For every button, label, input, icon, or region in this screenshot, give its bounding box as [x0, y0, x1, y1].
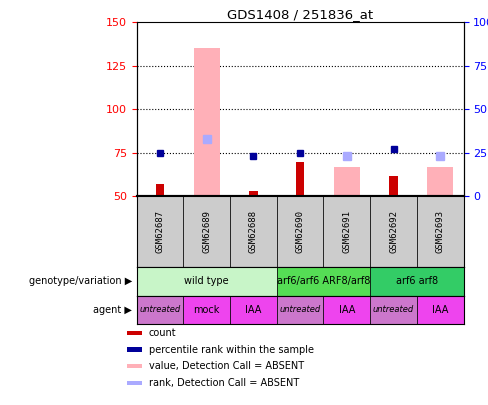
- Bar: [137, 196, 183, 267]
- Text: arf6 arf8: arf6 arf8: [396, 277, 438, 286]
- Bar: [127, 364, 142, 369]
- Text: mock: mock: [194, 305, 220, 315]
- Text: GSM62688: GSM62688: [249, 210, 258, 254]
- Text: GSM62691: GSM62691: [342, 210, 351, 254]
- Bar: [277, 296, 324, 324]
- Bar: [127, 347, 142, 352]
- Bar: [156, 184, 164, 196]
- Text: agent ▶: agent ▶: [93, 305, 132, 315]
- Bar: [230, 196, 277, 267]
- Bar: [324, 296, 370, 324]
- Bar: [417, 196, 464, 267]
- Text: GSM62690: GSM62690: [296, 210, 305, 254]
- Text: genotype/variation ▶: genotype/variation ▶: [28, 277, 132, 286]
- Bar: [370, 267, 464, 296]
- Text: GSM62689: GSM62689: [202, 210, 211, 254]
- Text: percentile rank within the sample: percentile rank within the sample: [149, 345, 314, 354]
- Bar: [296, 162, 305, 196]
- Bar: [249, 191, 258, 196]
- Bar: [389, 175, 398, 196]
- Bar: [137, 296, 183, 324]
- Bar: [277, 196, 324, 267]
- Bar: [370, 196, 417, 267]
- Bar: [194, 48, 220, 196]
- Bar: [127, 381, 142, 385]
- Bar: [127, 330, 142, 335]
- Bar: [334, 167, 360, 196]
- Text: count: count: [149, 328, 177, 338]
- Text: untreated: untreated: [140, 305, 181, 314]
- Text: value, Detection Call = ABSENT: value, Detection Call = ABSENT: [149, 361, 304, 371]
- Text: untreated: untreated: [373, 305, 414, 314]
- Text: arf6/arf6 ARF8/arf8: arf6/arf6 ARF8/arf8: [277, 277, 370, 286]
- Bar: [417, 296, 464, 324]
- Bar: [277, 267, 370, 296]
- Text: untreated: untreated: [280, 305, 321, 314]
- Bar: [137, 267, 277, 296]
- Bar: [183, 196, 230, 267]
- Text: IAA: IAA: [432, 305, 448, 315]
- Text: GSM62693: GSM62693: [436, 210, 445, 254]
- Bar: [324, 196, 370, 267]
- Title: GDS1408 / 251836_at: GDS1408 / 251836_at: [227, 8, 373, 21]
- Text: GSM62687: GSM62687: [156, 210, 164, 254]
- Text: wild type: wild type: [184, 277, 229, 286]
- Bar: [370, 296, 417, 324]
- Bar: [427, 167, 453, 196]
- Text: IAA: IAA: [339, 305, 355, 315]
- Text: rank, Detection Call = ABSENT: rank, Detection Call = ABSENT: [149, 378, 299, 388]
- Text: IAA: IAA: [245, 305, 262, 315]
- Text: GSM62692: GSM62692: [389, 210, 398, 254]
- Bar: [183, 296, 230, 324]
- Bar: [230, 296, 277, 324]
